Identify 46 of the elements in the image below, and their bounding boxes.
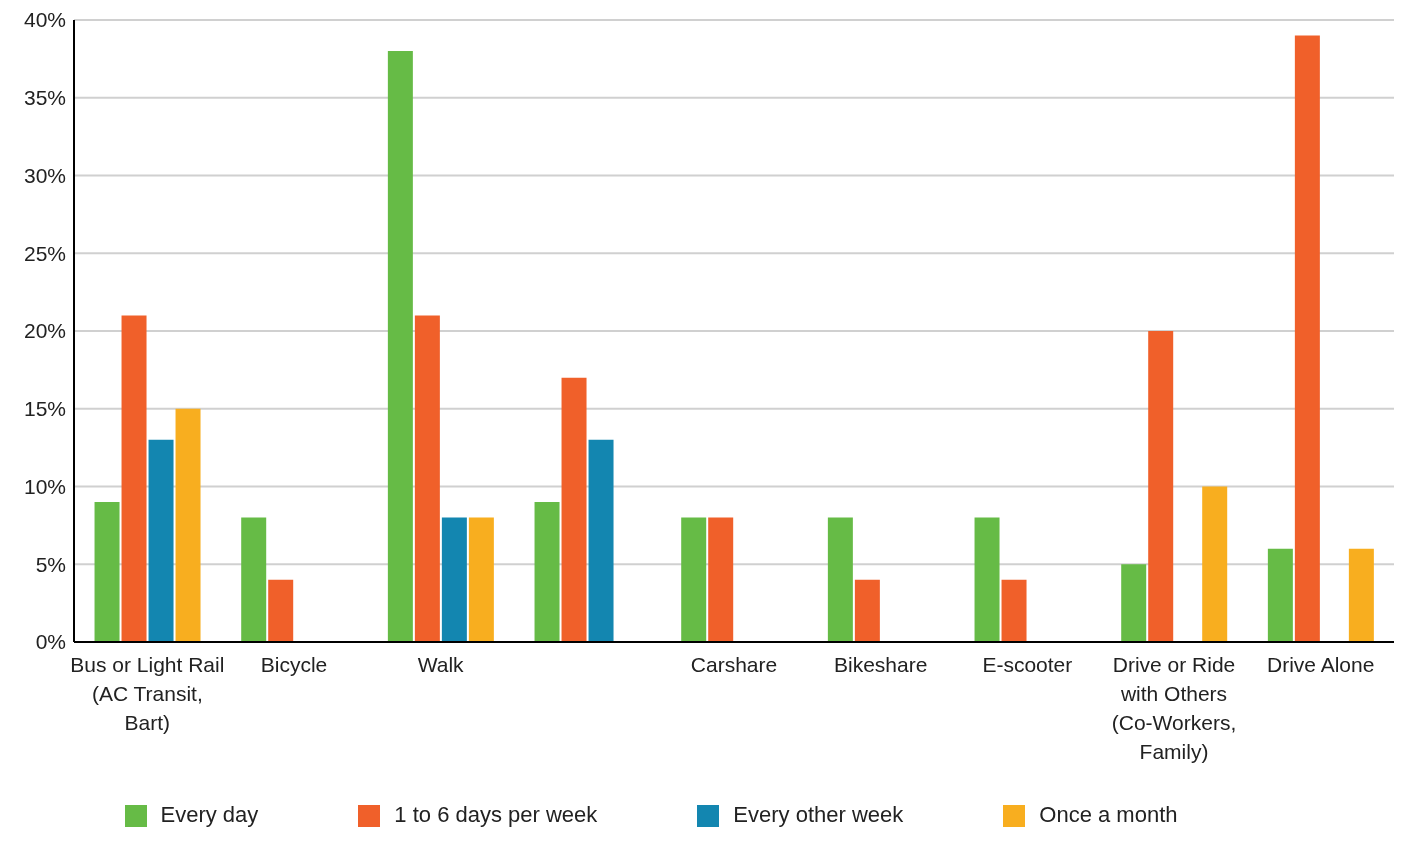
y-tick-label: 0% xyxy=(35,630,66,654)
legend-label: 1 to 6 days per week xyxy=(394,802,598,827)
bar xyxy=(175,408,201,642)
bar xyxy=(561,377,587,642)
y-tick-label: 20% xyxy=(23,319,66,343)
y-tick-label: 35% xyxy=(23,86,66,110)
y-tick-label: 30% xyxy=(23,163,66,187)
bar xyxy=(1294,35,1320,642)
bar xyxy=(468,517,494,642)
y-tick-label: 5% xyxy=(35,552,66,576)
bar xyxy=(268,579,294,642)
bar xyxy=(708,517,734,642)
bar xyxy=(974,517,1000,642)
bar xyxy=(854,579,880,642)
bar xyxy=(1348,548,1374,642)
bar xyxy=(1202,486,1228,642)
bar xyxy=(681,517,707,642)
y-tick-label: 15% xyxy=(23,397,66,421)
bar xyxy=(387,51,413,642)
x-tick-label: E-scooter xyxy=(982,653,1073,676)
bar xyxy=(121,315,147,642)
y-tick-label: 25% xyxy=(23,241,66,265)
bar xyxy=(1001,579,1027,642)
bar xyxy=(414,315,440,642)
x-tick-label: Carshare xyxy=(690,653,778,676)
x-tick-label: Bus or Light Rail (AC Transit, Bart) xyxy=(70,653,225,734)
bar xyxy=(94,502,120,642)
y-tick-label: 40% xyxy=(23,8,66,32)
bar xyxy=(441,517,467,642)
x-tick-label: Drive or Ride with Others (Co-Workers, Family) xyxy=(1111,653,1237,763)
legend-label: Every other week xyxy=(733,802,904,827)
bar xyxy=(1267,548,1293,642)
legend-label: Every day xyxy=(160,802,259,827)
y-tick-label: 10% xyxy=(23,474,66,498)
bar xyxy=(148,439,174,642)
bar xyxy=(1148,331,1174,642)
x-tick-label: Walk xyxy=(417,653,465,676)
bar xyxy=(827,517,853,642)
x-tick-label: Bicycle xyxy=(260,653,328,676)
bar xyxy=(534,502,560,642)
bar xyxy=(1121,564,1147,642)
x-tick-label: Drive Alone xyxy=(1266,653,1375,676)
legend-label: Once a month xyxy=(1039,802,1178,827)
bar xyxy=(241,517,267,642)
x-tick-label: Bikeshare xyxy=(833,653,928,676)
bar xyxy=(588,439,614,642)
